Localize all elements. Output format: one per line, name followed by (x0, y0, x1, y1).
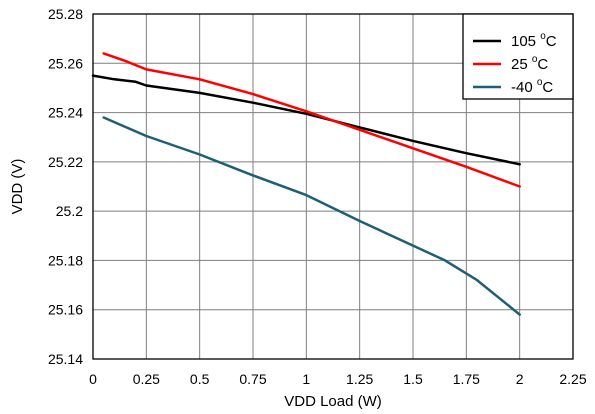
y-tick-label: 25.16 (48, 302, 83, 318)
x-tick-label: 1.5 (403, 371, 423, 387)
y-tick-label: 25.22 (48, 154, 83, 170)
x-tick-label: 2.25 (559, 371, 586, 387)
series-lines (91, 52, 521, 316)
x-tick-label: 0.25 (133, 371, 160, 387)
y-tick-label: 25.18 (48, 252, 83, 268)
x-axis-label: VDD Load (W) (284, 393, 382, 410)
y-tick-label: 25.14 (48, 351, 83, 367)
x-tick-label: 1.75 (453, 371, 480, 387)
legend-label: 25 oC (511, 54, 548, 73)
x-axis-ticks: 0 0.25 0.5 0.75 1 1.25 1.5 1.75 2 2.25 (89, 371, 587, 387)
y-tick-label: 25.26 (48, 55, 83, 71)
x-tick-label: 0.75 (239, 371, 266, 387)
series-line (102, 116, 521, 316)
series-line (102, 52, 521, 188)
plot-area (92, 13, 574, 360)
legend-box (462, 13, 574, 100)
y-tick-label: 25.28 (48, 6, 83, 22)
x-tick-label: 1 (302, 371, 310, 387)
y-tick-label: 25.2 (56, 203, 83, 219)
legend-label: 105 oC (511, 31, 557, 50)
x-tick-label: 2 (516, 371, 524, 387)
series-line (91, 74, 521, 166)
legend-label: -40 oC (511, 77, 553, 96)
legend: 105 oC 25 oC -40 oC (462, 13, 574, 100)
x-tick-label: 0 (89, 371, 97, 387)
y-axis-label: VDD (V) (9, 159, 26, 215)
y-tick-label: 25.24 (48, 105, 83, 121)
x-tick-label: 1.25 (346, 371, 373, 387)
x-tick-label: 0.5 (190, 371, 210, 387)
y-axis-ticks: 25.14 25.16 25.18 25.2 25.22 25.24 25.26 25.28 (48, 6, 83, 367)
